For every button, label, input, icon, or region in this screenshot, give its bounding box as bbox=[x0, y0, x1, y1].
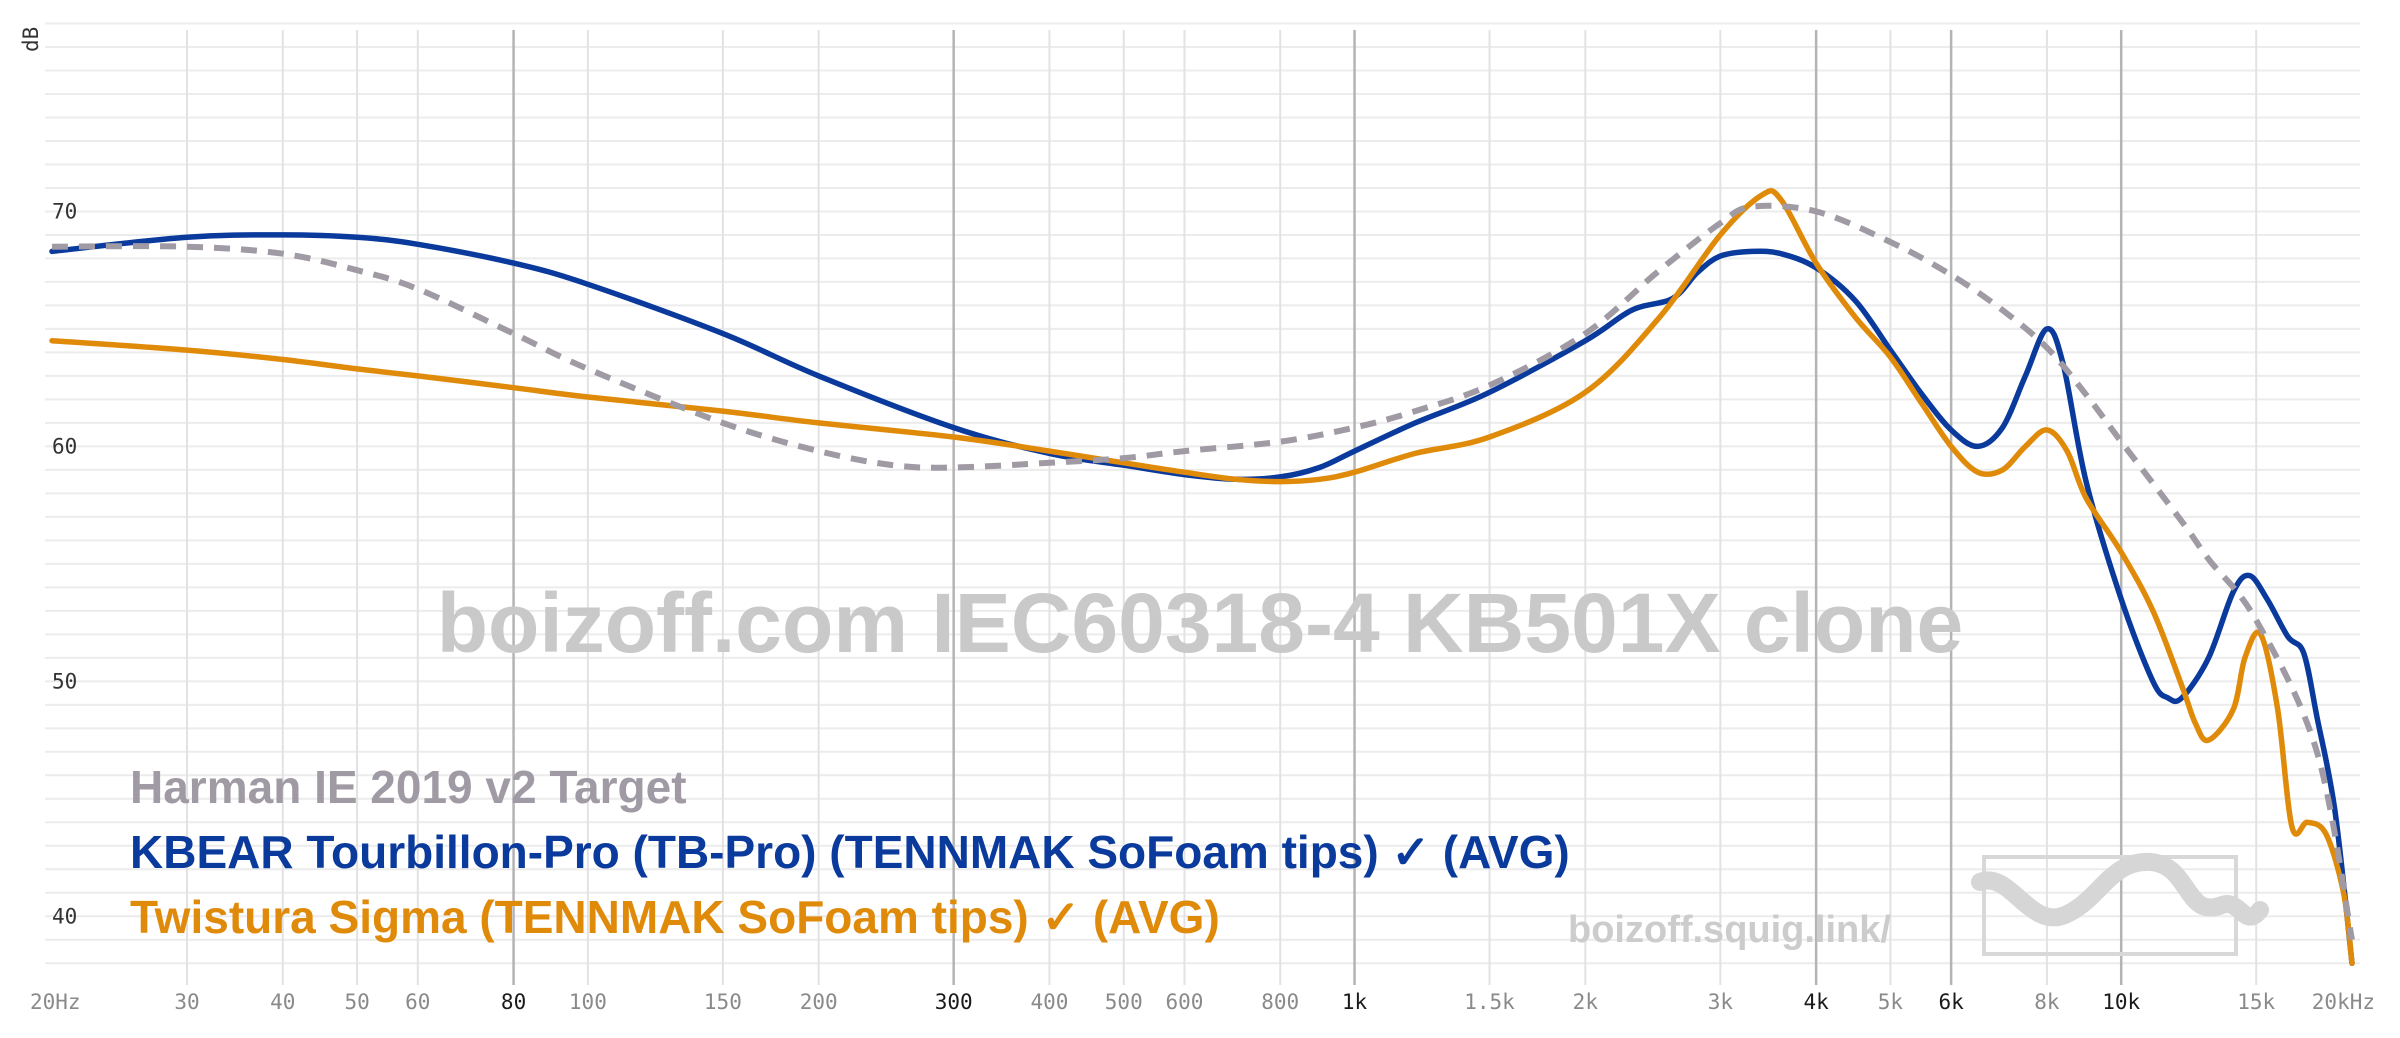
x-tick-label: 50 bbox=[344, 990, 369, 1014]
x-tick-label: 100 bbox=[569, 990, 607, 1014]
twistura-sigma-curve bbox=[49, 188, 2355, 967]
site-logo bbox=[1971, 853, 2269, 956]
kbear-tourbillon-pro-curve bbox=[49, 232, 2355, 967]
x-tick-label: 15k bbox=[2237, 990, 2275, 1014]
y-axis-label: dB bbox=[19, 27, 43, 52]
x-tick-label: 20Hz bbox=[30, 990, 81, 1014]
y-tick-label: 60 bbox=[52, 434, 77, 458]
x-tick-label: 8k bbox=[2034, 990, 2060, 1014]
x-tick-label: 80 bbox=[501, 990, 526, 1014]
x-tick-label: 500 bbox=[1105, 990, 1143, 1014]
x-tick-label: 60 bbox=[405, 990, 430, 1014]
x-tick-label: 3k bbox=[1708, 990, 1734, 1014]
major-gridlines bbox=[512, 30, 2123, 985]
x-tick-label: 1.5k bbox=[1464, 990, 1515, 1014]
x-tick-label: 2k bbox=[1573, 990, 1599, 1014]
legend-kbear-tourbillon-pro: KBEAR Tourbillon-Pro (TB-Pro) (TENNMAK S… bbox=[130, 826, 1570, 878]
x-tick-label: 20kHz bbox=[2312, 990, 2375, 1014]
x-tick-label: 300 bbox=[935, 990, 973, 1014]
x-tick-label: 4k bbox=[1803, 990, 1829, 1014]
x-tick-label: 1k bbox=[1342, 990, 1368, 1014]
x-tick-label: 200 bbox=[800, 990, 838, 1014]
x-tick-label: 30 bbox=[174, 990, 199, 1014]
y-axis-ticks: 70 60 50 40 bbox=[52, 199, 77, 928]
x-tick-label: 150 bbox=[704, 990, 742, 1014]
x-tick-label: 10k bbox=[2102, 990, 2140, 1014]
legend: Harman IE 2019 v2 Target KBEAR Tourbillo… bbox=[130, 761, 1570, 943]
series-lines bbox=[49, 188, 2355, 967]
y-tick-label: 50 bbox=[52, 669, 77, 693]
x-tick-label: 5k bbox=[1878, 990, 1904, 1014]
x-tick-label: 800 bbox=[1261, 990, 1299, 1014]
site-url: boizoff.squig.link/ bbox=[1568, 909, 1891, 951]
x-axis-ticks: 20Hz 30 40 50 60 80 100 150 200 300 400 500 600 800 1k… bbox=[30, 990, 2375, 1014]
legend-harman-target: Harman IE 2019 v2 Target bbox=[130, 761, 687, 813]
x-tick-label: 400 bbox=[1030, 990, 1068, 1014]
harman-target-curve bbox=[51, 202, 2355, 941]
x-tick-label: 6k bbox=[1938, 990, 1964, 1014]
y-tick-label: 40 bbox=[52, 904, 77, 928]
x-tick-label: 40 bbox=[270, 990, 295, 1014]
x-tick-label: 600 bbox=[1165, 990, 1203, 1014]
watermark-text: boizoff.com IEC60318-4 KB501X clone bbox=[437, 576, 1963, 670]
y-tick-label: 70 bbox=[52, 199, 77, 223]
legend-twistura-sigma: Twistura Sigma (TENNMAK SoFoam tips) ✓ (… bbox=[130, 891, 1220, 943]
